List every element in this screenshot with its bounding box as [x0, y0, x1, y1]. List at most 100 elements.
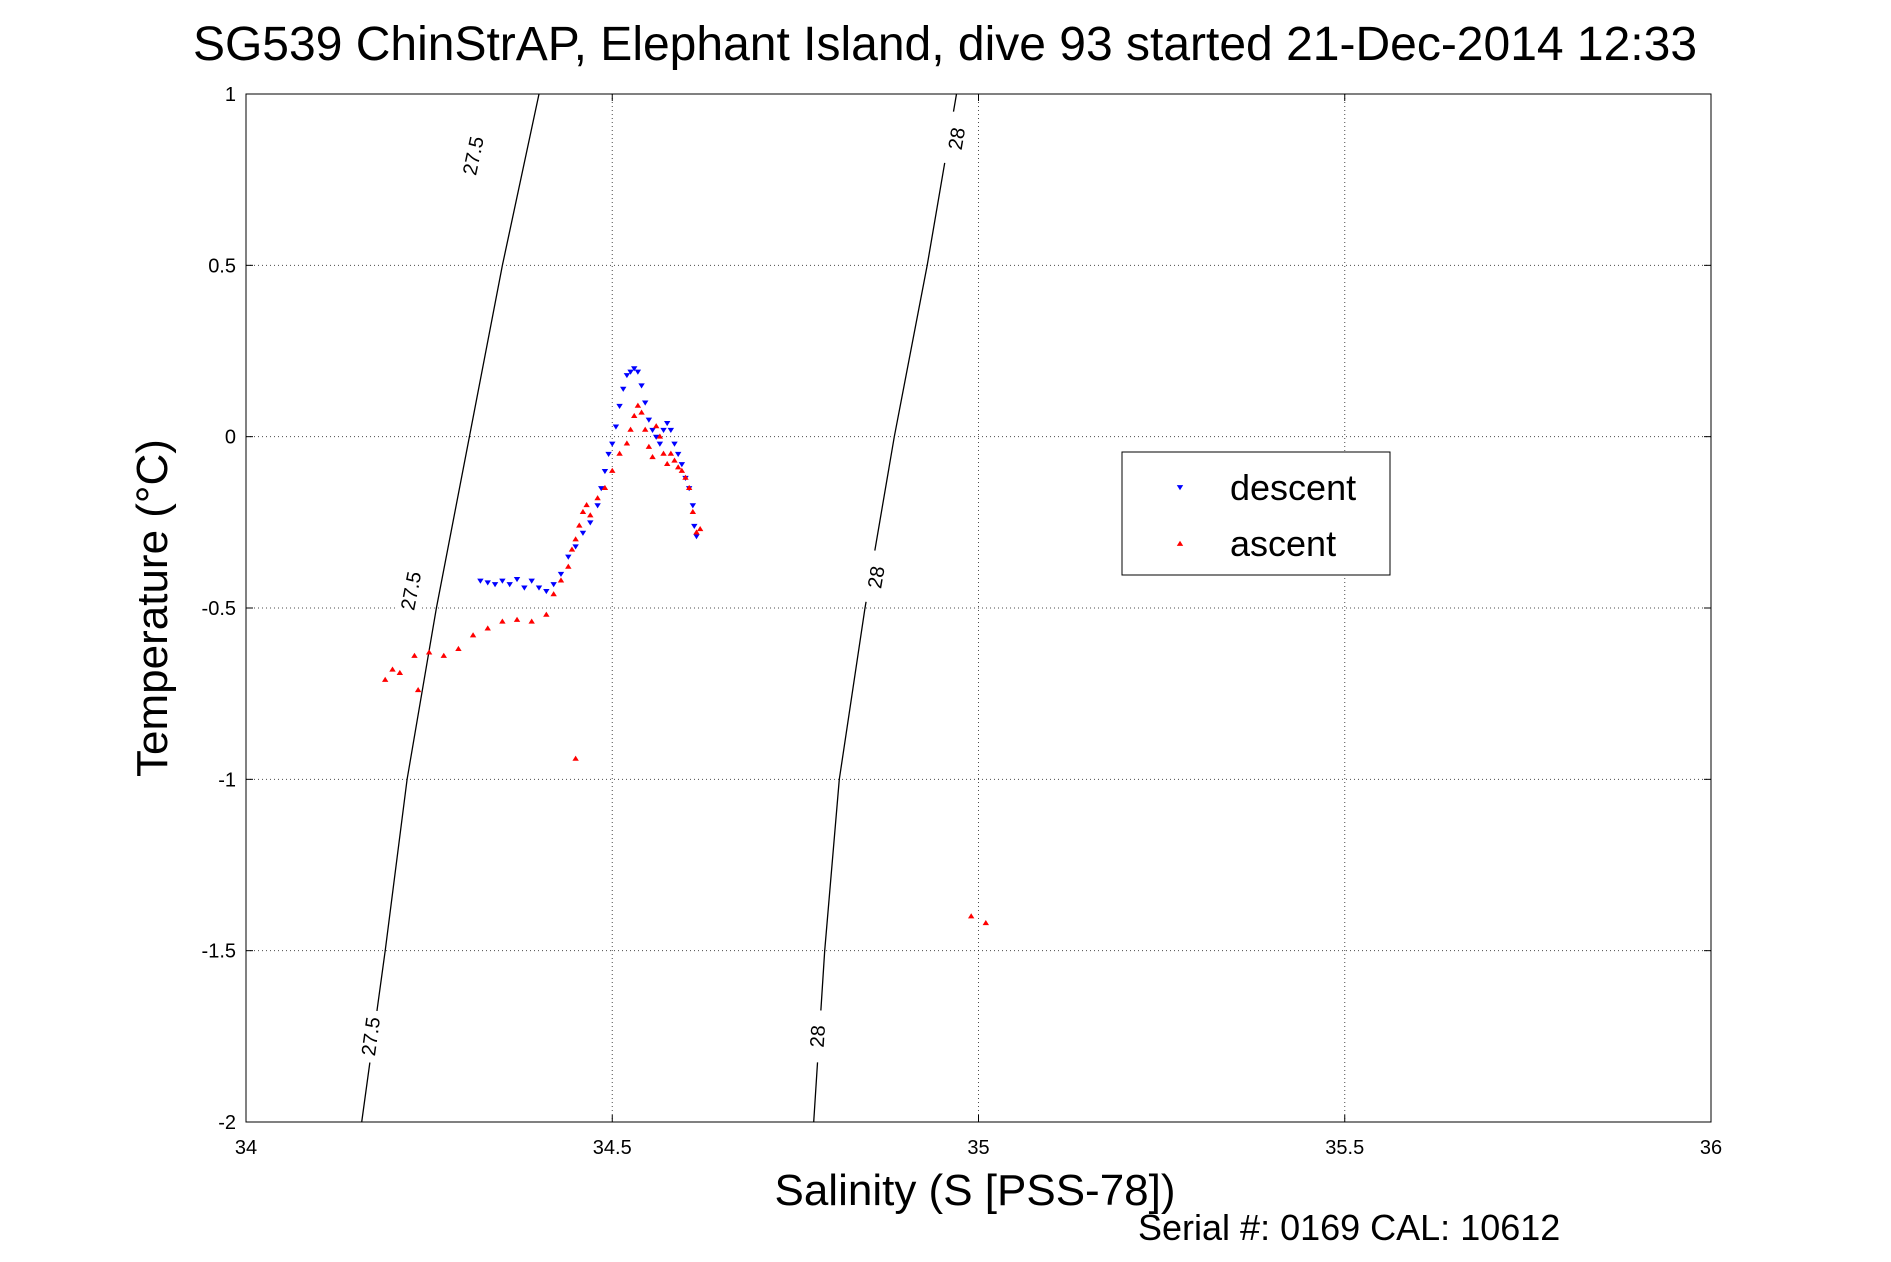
data-point-descent [660, 427, 667, 434]
contour-label-gap [455, 127, 491, 184]
data-point-descent [506, 582, 513, 588]
data-point-descent [598, 486, 605, 492]
legend-box [1121, 451, 1391, 576]
x-tick-label: 36 [1700, 1137, 1722, 1159]
data-point-ascent [682, 474, 689, 480]
data-point-ascent [513, 616, 521, 622]
data-point-ascent [455, 645, 462, 652]
data-point-ascent [469, 632, 477, 638]
data-point-descent [649, 427, 656, 434]
contour-line [813, 93, 958, 1123]
data-point-ascent [634, 402, 642, 408]
serial-cal-text: Serial #: 0169 CAL: 10612 [1138, 1207, 1560, 1248]
legend-label-ascent: ascent [1230, 523, 1336, 564]
data-point-descent [678, 462, 686, 468]
x-tick-label: 35.5 [1325, 1137, 1364, 1159]
y-tick-label: 0.5 [208, 255, 236, 277]
data-point-ascent [601, 484, 609, 490]
data-point-ascent [660, 450, 667, 456]
data-point-descent [631, 366, 638, 372]
data-point-descent [653, 434, 660, 440]
grid [246, 94, 1711, 1122]
contour-label: 28 [807, 1025, 830, 1049]
data-point-descent [557, 571, 565, 577]
data-point-ascent [693, 529, 700, 535]
y-tick-label: -1.5 [202, 941, 236, 963]
data-point-ascent [572, 755, 579, 761]
data-point-ascent [649, 454, 656, 460]
y-tick-label: -0.5 [202, 598, 236, 620]
data-point-ascent [645, 443, 653, 449]
axis-ticks: 34 34.5 35 35.5 36 -2 -1.5 -1 -0.5 0 0.5 1 [202, 84, 1723, 1159]
data-point-ascent [543, 611, 550, 617]
data-point-ascent [616, 450, 623, 456]
contour-label: 27.5 [358, 1016, 385, 1058]
data-point-descent [663, 421, 671, 427]
data-point-ascent [499, 618, 506, 624]
contour-label: 28 [945, 126, 970, 152]
data-point-ascent [576, 522, 583, 528]
data-point-ascent [587, 512, 594, 518]
data-point-descent [656, 441, 664, 447]
data-series [381, 366, 990, 926]
data-point-ascent [396, 669, 404, 676]
data-point-ascent [685, 484, 693, 490]
data-point-ascent [656, 433, 664, 439]
data-point-descent [491, 582, 499, 588]
data-point-ascent [440, 652, 447, 658]
data-point-descent [645, 417, 653, 423]
data-point-descent [693, 534, 700, 540]
data-point-descent [674, 451, 682, 457]
series-ascent [381, 402, 990, 926]
data-point-ascent [671, 457, 678, 463]
data-point-ascent [663, 460, 671, 466]
data-point-descent [513, 576, 521, 583]
data-point-descent [689, 503, 697, 509]
legend-marker-ascent [1176, 540, 1184, 546]
y-tick-label: 0 [225, 427, 236, 449]
data-point-ascent [568, 546, 576, 552]
data-point-ascent [579, 508, 587, 514]
data-point-descent [535, 585, 543, 591]
data-point-ascent [674, 464, 682, 470]
data-point-ascent [381, 676, 389, 682]
data-point-descent [543, 588, 550, 595]
data-point-descent [691, 523, 698, 529]
y-tick-label: -1 [218, 769, 236, 791]
data-point-descent [612, 424, 620, 430]
data-point-ascent [623, 440, 631, 446]
data-point-ascent [583, 502, 590, 508]
data-point-ascent [484, 625, 491, 631]
data-point-descent [550, 582, 557, 588]
legend: descent ascent [1121, 451, 1391, 576]
data-point-ascent [528, 618, 535, 624]
data-point-descent [565, 554, 572, 560]
y-axis-label: Temperature (°C) [128, 439, 177, 777]
data-point-ascent [638, 409, 645, 415]
data-point-descent [572, 544, 579, 550]
data-point-ascent [642, 426, 649, 432]
data-point-ascent [627, 426, 634, 432]
data-point-ascent [667, 450, 675, 456]
data-point-descent [605, 451, 612, 457]
data-point-ascent [411, 652, 418, 658]
data-point-ascent [414, 687, 422, 693]
data-point-ascent [389, 666, 396, 672]
data-point-descent [638, 383, 645, 389]
data-point-descent [601, 469, 609, 475]
contour-label-gap [803, 1009, 831, 1064]
data-point-ascent [678, 467, 686, 473]
data-point-descent [528, 578, 535, 584]
data-point-descent [642, 400, 649, 406]
data-point-descent [579, 530, 587, 536]
data-point-ascent [653, 423, 660, 429]
legend-marker-descent [1176, 485, 1184, 491]
contour-line [361, 93, 540, 1123]
chart-title: SG539 ChinStrAP, Elephant Island, dive 9… [193, 18, 1697, 71]
data-point-descent [594, 503, 601, 509]
data-point-descent [627, 369, 634, 375]
x-tick-label: 35 [967, 1137, 989, 1159]
legend-label-descent: descent [1230, 467, 1356, 508]
data-point-descent [620, 386, 627, 392]
